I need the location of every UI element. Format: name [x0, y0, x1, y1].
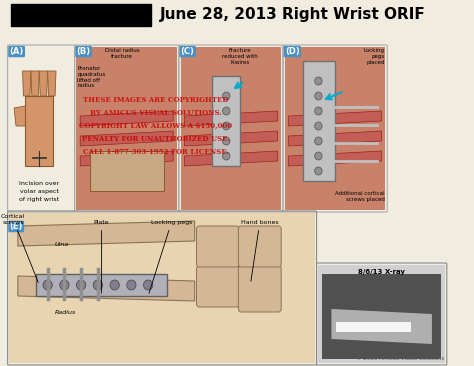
Text: BY AMICUS VISUAL SOLUTIONS.: BY AMICUS VISUAL SOLUTIONS. [90, 109, 221, 117]
Circle shape [223, 107, 230, 115]
Circle shape [315, 77, 322, 85]
Text: (A): (A) [9, 47, 24, 56]
Polygon shape [48, 71, 56, 96]
Text: Additional cortical
screws placed: Additional cortical screws placed [335, 191, 384, 202]
Text: Distal radius
fracture: Distal radius fracture [105, 48, 139, 59]
Polygon shape [331, 309, 432, 344]
Text: 8/6/13 X-ray: 8/6/13 X-ray [358, 269, 405, 275]
Text: of right wrist: of right wrist [19, 197, 59, 202]
Circle shape [127, 280, 136, 290]
Text: (E): (E) [9, 222, 23, 231]
Circle shape [315, 92, 322, 100]
Text: Ulna: Ulna [55, 242, 69, 246]
Circle shape [60, 280, 69, 290]
Circle shape [110, 280, 119, 290]
Circle shape [93, 280, 102, 290]
Bar [319, 265, 445, 363]
Polygon shape [184, 151, 277, 166]
Circle shape [144, 280, 153, 290]
Text: THESE IMAGES ARE COPYRIGHTED: THESE IMAGES ARE COPYRIGHTED [83, 96, 228, 104]
Bar [302, 61, 335, 181]
Polygon shape [18, 221, 195, 246]
Circle shape [315, 152, 322, 160]
Circle shape [315, 107, 322, 115]
Bar [76, 47, 177, 210]
Text: June 28, 2013 Right Wrist ORIF: June 28, 2013 Right Wrist ORIF [160, 7, 426, 22]
Bar [336, 322, 410, 332]
Circle shape [223, 137, 230, 145]
Text: Locking pegs: Locking pegs [149, 220, 192, 294]
Bar [212, 76, 240, 166]
Circle shape [76, 280, 86, 290]
Bar [285, 47, 385, 210]
Bar [11, 4, 151, 26]
Text: © 2016 Amicus Visual Solutions: © 2016 Amicus Visual Solutions [356, 356, 444, 361]
FancyBboxPatch shape [197, 226, 239, 267]
Bar [90, 151, 164, 191]
Circle shape [43, 280, 52, 290]
Bar [9, 213, 315, 363]
Polygon shape [39, 71, 48, 96]
Text: volar aspect: volar aspect [20, 189, 59, 194]
Polygon shape [31, 71, 39, 96]
Text: Incision over: Incision over [19, 181, 59, 186]
Polygon shape [23, 71, 31, 96]
Circle shape [223, 122, 230, 130]
Text: CALL 1-877-303-1952 FOR LICENSE.: CALL 1-877-303-1952 FOR LICENSE. [82, 148, 228, 156]
Text: Fracture
reduced with
K-wires: Fracture reduced with K-wires [222, 48, 258, 65]
Text: (C): (C) [181, 47, 194, 56]
Polygon shape [80, 111, 173, 126]
Circle shape [315, 167, 322, 175]
Text: (B): (B) [76, 47, 91, 56]
Polygon shape [184, 131, 277, 146]
Text: Plate: Plate [94, 220, 109, 293]
Polygon shape [184, 111, 277, 126]
Polygon shape [80, 131, 173, 146]
Text: Cortical
screws: Cortical screws [1, 214, 38, 283]
Polygon shape [289, 111, 382, 126]
Text: Hand bones: Hand bones [241, 220, 279, 281]
Polygon shape [80, 151, 173, 166]
Text: Pronator
quadratus
lifted off
radius: Pronator quadratus lifted off radius [77, 66, 106, 89]
Bar [181, 47, 281, 210]
Bar [322, 274, 441, 359]
Text: PENALTY FOR UNAUTHORIZED USE.: PENALTY FOR UNAUTHORIZED USE. [82, 135, 229, 143]
FancyBboxPatch shape [197, 266, 239, 307]
Text: Radius: Radius [55, 310, 76, 314]
Polygon shape [289, 131, 382, 146]
Bar [36, 274, 167, 296]
Text: (D): (D) [285, 47, 300, 56]
Polygon shape [14, 106, 25, 126]
Bar [7, 0, 448, 30]
FancyBboxPatch shape [238, 226, 281, 267]
Polygon shape [25, 96, 53, 166]
Circle shape [223, 92, 230, 100]
Circle shape [315, 122, 322, 130]
Polygon shape [18, 276, 195, 301]
Circle shape [223, 152, 230, 160]
FancyBboxPatch shape [238, 266, 281, 312]
Circle shape [315, 137, 322, 145]
Text: COPYRIGHT LAW ALLOWS A $150,000: COPYRIGHT LAW ALLOWS A $150,000 [79, 122, 232, 130]
Polygon shape [289, 151, 382, 166]
Text: Locking
pegs
placed: Locking pegs placed [364, 48, 384, 65]
